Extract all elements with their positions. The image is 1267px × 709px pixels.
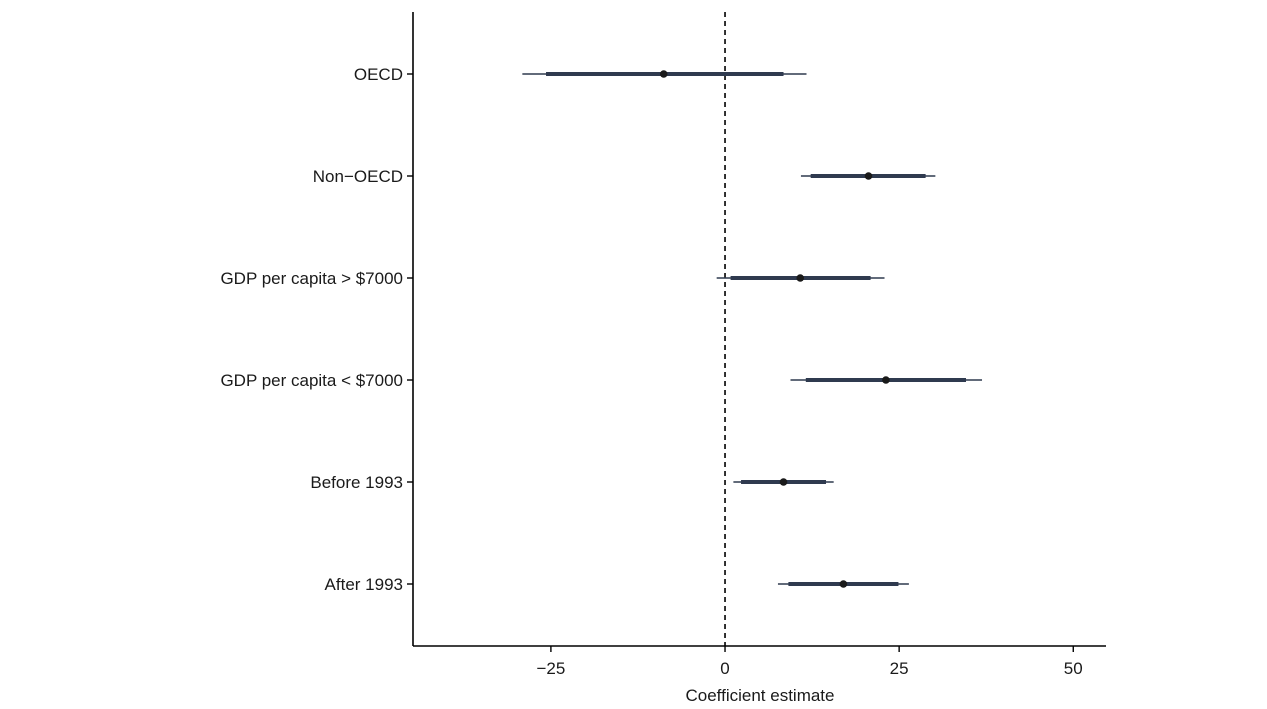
x-axis: −25 0 25 50 — [536, 646, 1083, 678]
estimate-point — [659, 70, 668, 78]
x-tick-label: 25 — [890, 659, 909, 678]
y-tick-label: Before 1993 — [310, 473, 403, 492]
x-tick-label: 0 — [720, 659, 729, 678]
x-tick-label: 50 — [1064, 659, 1083, 678]
plot-area — [522, 12, 983, 646]
estimate-point — [882, 376, 890, 384]
x-axis-label: Coefficient estimate — [686, 686, 835, 705]
x-tick-label: −25 — [536, 659, 565, 678]
y-tick-label: GDP per capita < $7000 — [220, 371, 403, 390]
estimate-point — [839, 580, 848, 588]
y-tick-label: Non−OECD — [313, 167, 403, 186]
y-axis: OECD Non−OECD GDP per capita > $7000 GDP pe… — [220, 65, 413, 594]
y-tick-label: GDP per capita > $7000 — [220, 269, 403, 288]
y-tick-label: OECD — [354, 65, 403, 84]
estimate-point — [779, 478, 788, 486]
estimate-point — [796, 274, 805, 282]
estimate-point — [864, 172, 873, 180]
y-tick-label: After 1993 — [325, 575, 403, 594]
